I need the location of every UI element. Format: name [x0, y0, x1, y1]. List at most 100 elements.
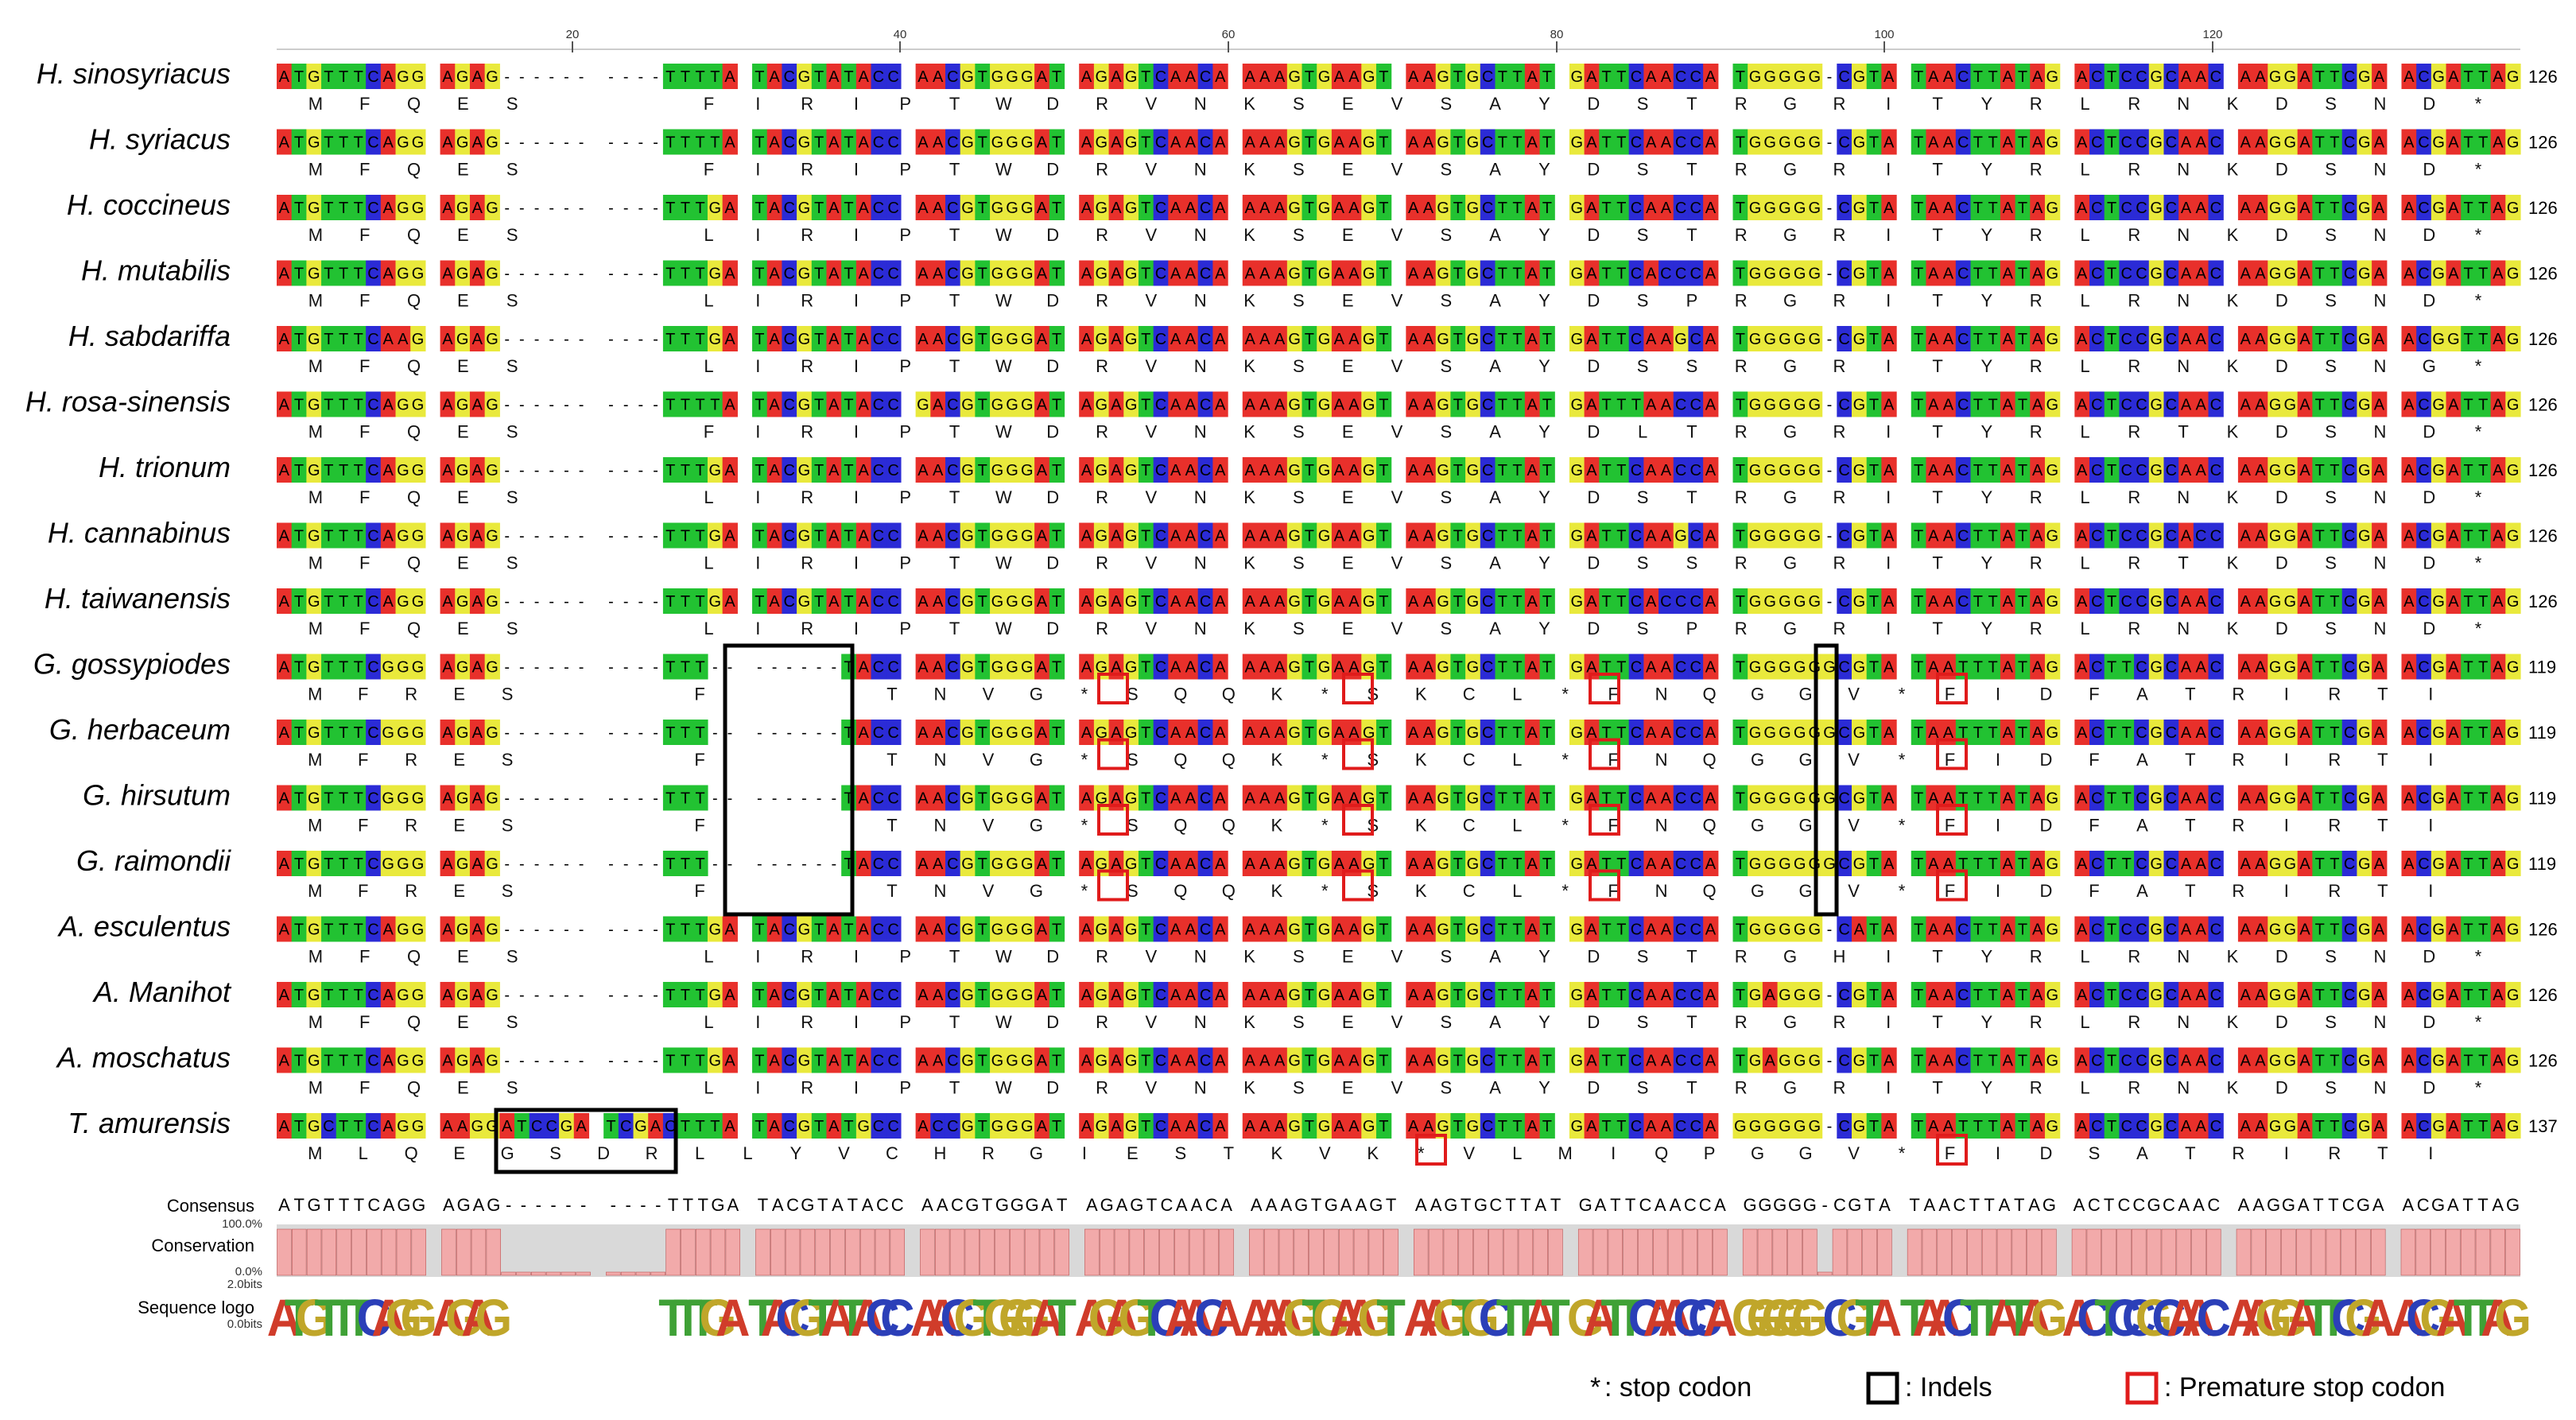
- amino-acid: K: [1243, 947, 1255, 967]
- nucleotide-letter: T: [1379, 397, 1388, 414]
- nucleotide-letter: A: [1037, 724, 1048, 742]
- nucleotide-letter: G: [456, 1053, 469, 1070]
- nucleotide-letter: G: [798, 331, 811, 348]
- nucleotide-cell: [1955, 129, 1972, 155]
- amino-acid: R: [1096, 947, 1108, 967]
- amino-acid: Q: [1703, 750, 1717, 770]
- nucleotide-letter: T: [696, 68, 705, 86]
- amino-acid: V: [1848, 816, 1860, 836]
- nucleotide-letter: T: [1602, 462, 1612, 479]
- amino-acid: I: [2284, 750, 2289, 770]
- nucleotide-letter: T: [844, 397, 853, 414]
- nucleotide-letter: G: [1570, 593, 1583, 611]
- nucleotide-letter: C: [1155, 462, 1166, 479]
- nucleotide-letter: A: [1111, 987, 1122, 1004]
- nucleotide-letter: G: [1318, 266, 1331, 283]
- amino-acid: Y: [1538, 619, 1550, 638]
- nucleotide-letter: C: [2091, 331, 2102, 348]
- amino-acid: L: [704, 487, 713, 507]
- nucleotide-letter: -: [608, 724, 614, 742]
- nucleotide-letter: C: [2344, 790, 2355, 808]
- nucleotide-letter: A: [279, 397, 290, 414]
- nucleotide-letter: G: [1125, 528, 1138, 545]
- amino-acid: D: [2423, 553, 2435, 573]
- amino-acid: M: [308, 685, 322, 704]
- amino-acid: Y: [1981, 619, 1993, 638]
- nucleotide-letter: G: [1853, 397, 1866, 414]
- amino-acid: G: [1783, 1012, 1797, 1032]
- species-name: H. mutabilis: [81, 254, 231, 287]
- nucleotide-letter: A: [1185, 134, 1197, 152]
- nucleotide-cell: [1643, 64, 1659, 89]
- amino-acid: S: [1637, 487, 1649, 507]
- nucleotide-letter: A: [442, 987, 453, 1004]
- nucleotide-letter: G: [2284, 331, 2297, 348]
- nucleotide-letter: T: [1498, 200, 1507, 217]
- amino-acid: S: [2325, 291, 2337, 311]
- nucleotide-letter: -: [831, 724, 836, 742]
- amino-acid: Y: [1981, 422, 1993, 442]
- nucleotide-letter: G: [2150, 724, 2163, 742]
- nucleotide-letter: T: [2018, 855, 2027, 873]
- nucleotide-cell: [2341, 129, 2358, 155]
- nucleotide-letter: G: [1779, 68, 1791, 86]
- nucleotide-letter: -: [504, 331, 510, 348]
- nucleotide-letter: G: [2432, 790, 2445, 808]
- nucleotide-letter: T: [1973, 593, 1983, 611]
- nucleotide-letter: A: [1111, 266, 1122, 283]
- nucleotide-cell: [469, 64, 486, 89]
- nucleotide-letter: T: [2478, 134, 2488, 152]
- nucleotide-letter: A: [279, 462, 290, 479]
- nucleotide-letter: A: [859, 528, 870, 545]
- nucleotide-letter: T: [1498, 987, 1507, 1004]
- nucleotide-letter: A: [1408, 987, 1419, 1004]
- amino-acid: K: [2227, 422, 2239, 442]
- nucleotide-letter: A: [1423, 724, 1434, 742]
- nucleotide-letter: A: [1185, 462, 1197, 479]
- nucleotide-letter: A: [1334, 921, 1345, 939]
- nucleotide-letter: A: [2374, 68, 2385, 86]
- nucleotide-letter: C: [1838, 200, 1849, 217]
- nucleotide-letter: C: [367, 462, 378, 479]
- nucleotide-letter: T: [696, 462, 705, 479]
- nucleotide-letter: A: [1259, 397, 1271, 414]
- nucleotide-letter: T: [2478, 921, 2488, 939]
- nucleotide-letter: C: [2344, 659, 2355, 677]
- nucleotide-letter: G: [397, 724, 409, 742]
- nucleotide-letter: A: [1348, 987, 1360, 1004]
- amino-acid: V: [1848, 750, 1860, 770]
- amino-acid: S: [1440, 487, 1452, 507]
- nucleotide-letter: A: [1884, 987, 1895, 1004]
- nucleotide-letter: A: [2374, 528, 2385, 545]
- sequence-length: 126: [2528, 1051, 2558, 1071]
- amino-acid: E: [453, 816, 465, 836]
- nucleotide-letter: T: [1736, 528, 1745, 545]
- nucleotide-letter: A: [2374, 659, 2385, 677]
- nucleotide-letter: -: [549, 790, 554, 808]
- nucleotide-letter: T: [2107, 724, 2116, 742]
- nucleotide-letter: A: [1348, 462, 1360, 479]
- nucleotide-letter: T: [2478, 855, 2488, 873]
- nucleotide-letter: C: [873, 200, 884, 217]
- nucleotide-letter: A: [472, 724, 483, 742]
- amino-acid: E: [1342, 94, 1354, 114]
- amino-acid: R: [1735, 947, 1748, 967]
- nucleotide-letter: T: [1498, 921, 1507, 939]
- nucleotide-letter: A: [2374, 987, 2385, 1004]
- nucleotide-letter: G: [2447, 331, 2460, 348]
- nucleotide-letter: A: [279, 528, 290, 545]
- nucleotide-cell: [1004, 64, 1021, 89]
- amino-acid: D: [2275, 94, 2288, 114]
- nucleotide-letter: G: [798, 987, 811, 1004]
- nucleotide-cell: [2163, 64, 2179, 89]
- amino-acid: Y: [1981, 291, 1993, 311]
- nucleotide-cell: [2297, 129, 2313, 155]
- nucleotide-letter: T: [2478, 659, 2488, 677]
- nucleotide-letter: T: [1736, 659, 1745, 677]
- nucleotide-letter: A: [472, 659, 483, 677]
- nucleotide-letter: T: [1141, 1053, 1150, 1070]
- nucleotide-letter: A: [1661, 397, 1672, 414]
- amino-acid: T: [1932, 553, 1942, 573]
- nucleotide-letter: A: [2032, 921, 2043, 939]
- nucleotide-letter: T: [1498, 331, 1507, 348]
